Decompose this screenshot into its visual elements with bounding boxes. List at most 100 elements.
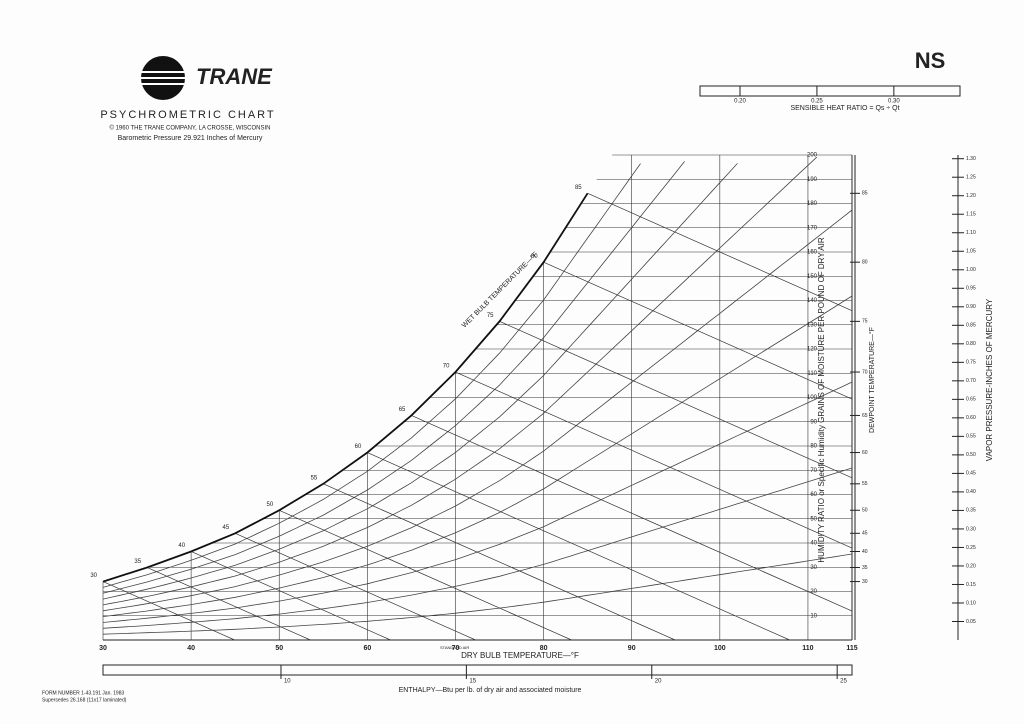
- shr-tick-label: 0.20: [734, 99, 746, 105]
- wet-bulb-tick-label: 80: [531, 254, 538, 260]
- dewpoint-tick-label: 60: [862, 450, 868, 456]
- y-tick-label: 20: [810, 589, 817, 595]
- dewpoint-tick-label: 50: [862, 508, 868, 514]
- subtitle: Barometric Pressure 29.921 Inches of Mer…: [118, 135, 263, 142]
- wet-bulb-tick-label: 45: [222, 525, 229, 531]
- wet-bulb-line: [235, 532, 476, 641]
- enthalpy-label: ENTHALPY—Btu per lb. of dry air and asso…: [399, 687, 582, 694]
- y-tick-label: 150: [807, 274, 818, 280]
- y-axis-label: HUMIDITY RATIO or Specific Humidity GRAI…: [817, 237, 826, 562]
- saturation-curve: [102, 192, 589, 583]
- y2-tick-label: 0.35: [966, 508, 976, 514]
- y2-tick-label: 0.25: [966, 545, 976, 551]
- y2-tick-label: 0.55: [966, 434, 976, 440]
- dewpoint-tick-label: 40: [862, 549, 868, 555]
- wet-bulb-tick-label: 65: [399, 407, 406, 413]
- dewpoint-tick-label: 65: [862, 413, 868, 419]
- y2-tick-label: 0.30: [966, 526, 976, 532]
- wet-bulb-tick-label: 40: [178, 543, 185, 549]
- x-tick-label: 80: [540, 645, 548, 652]
- rh-curve: [102, 295, 853, 617]
- wet-bulb-line: [543, 261, 853, 400]
- y-tick-label: 10: [810, 613, 817, 619]
- y2-tick-label: 0.65: [966, 397, 976, 403]
- shr-scale-frame: [699, 85, 961, 97]
- dewpoint-tick-label: 35: [862, 565, 868, 571]
- y2-tick-label: 0.95: [966, 286, 976, 292]
- shr-label: SENSIBLE HEAT RATIO = Qs ÷ Qt: [790, 105, 899, 112]
- wet-bulb-line: [499, 321, 853, 479]
- y2-tick-label: 0.60: [966, 415, 976, 421]
- y2-tick-label: 1.05: [966, 249, 976, 255]
- y-tick-label: 190: [807, 177, 818, 183]
- x-tick-label: 50: [275, 645, 283, 652]
- standard-air: STANDARD AIR: [440, 645, 469, 650]
- y2-tick-label: 0.90: [966, 304, 976, 310]
- y-tick-label: 180: [807, 201, 818, 207]
- x-axis-label: DRY BULB TEMPERATURE—°F: [461, 651, 579, 660]
- wet-bulb-line: [455, 371, 853, 549]
- dewpoint-tick-label: 80: [862, 260, 868, 266]
- y-tick-label: 110: [807, 371, 817, 377]
- enthalpy-tick-label: 15: [469, 679, 476, 685]
- dewpoint-tick-label: 55: [862, 481, 868, 487]
- y2-tick-label: 0.50: [966, 452, 976, 458]
- y-tick-label: 50: [810, 516, 817, 522]
- brand: TRANE: [196, 64, 273, 89]
- y-tick-label: 140: [807, 298, 818, 304]
- x-tick-label: 110: [802, 645, 813, 652]
- dewpoint-label: DEWPOINT TEMPERATURE—°F: [868, 327, 876, 433]
- wet-bulb-tick-label: 85: [575, 185, 582, 191]
- wet-bulb-tick-label: 30: [90, 573, 97, 579]
- y2-tick-label: 1.20: [966, 193, 976, 199]
- y2-tick-label: 0.15: [966, 582, 976, 588]
- y-tick-label: 60: [810, 492, 817, 498]
- y2-tick-label: 0.10: [966, 600, 976, 606]
- y2-tick-label: 1.25: [966, 175, 976, 181]
- y2-tick-label: 0.40: [966, 489, 976, 495]
- y2-tick-label: 0.45: [966, 471, 976, 477]
- rh-curve: [102, 467, 853, 629]
- shr-tick-label: 0.25: [811, 99, 823, 105]
- wet-bulb-tick-label: 55: [311, 475, 318, 481]
- x-tick-label: 100: [714, 645, 726, 652]
- wet-bulb-tick-label: 70: [443, 364, 450, 370]
- wet-bulb-line: [102, 581, 235, 641]
- y-tick-label: 170: [807, 225, 818, 231]
- wet-bulb-line: [146, 567, 311, 641]
- wet-bulb-line: [323, 483, 676, 641]
- y-tick-label: 30: [810, 565, 817, 571]
- y-tick-label: 90: [810, 419, 817, 425]
- y-tick-label: 200: [807, 153, 818, 159]
- supersedes: Supersedes 26.168 (11x17 laminated): [42, 697, 127, 703]
- y2-tick-label: 1.00: [966, 267, 976, 273]
- enthalpy-scale-frame: [102, 664, 853, 676]
- y2-tick-label: 0.70: [966, 378, 976, 384]
- x-tick-label: 90: [628, 645, 636, 652]
- y2-tick-label: 1.30: [966, 156, 976, 162]
- handwritten-note: NS: [915, 48, 946, 73]
- y-tick-label: 40: [810, 541, 817, 547]
- chart-title: PSYCHROMETRIC CHART: [100, 109, 275, 121]
- rh-curve: [102, 553, 853, 635]
- enthalpy-tick-label: 25: [840, 679, 847, 685]
- y-tick-label: 100: [807, 395, 818, 401]
- wet-bulb-line: [279, 509, 572, 641]
- wet-bulb-line: [190, 551, 391, 641]
- dewpoint-tick-label: 30: [862, 579, 868, 585]
- enthalpy-tick-label: 20: [655, 679, 662, 685]
- y-tick-label: 130: [807, 322, 818, 328]
- y2-tick-label: 0.75: [966, 360, 976, 366]
- wet-bulb-line: [411, 415, 853, 612]
- y-tick-label: 120: [807, 347, 818, 353]
- dewpoint-tick-label: 85: [862, 191, 868, 197]
- enthalpy-tick-label: 10: [284, 679, 291, 685]
- wet-bulb-tick-label: 60: [355, 444, 362, 450]
- dewpoint-tick-label: 70: [862, 369, 868, 375]
- x-tick-label: 70: [452, 645, 460, 652]
- y2-axis-label: VAPOR PRESSURE-INCHES OF MERCURY: [985, 298, 994, 461]
- rh-curve: [102, 209, 853, 612]
- wet-bulb-tick-label: 50: [267, 502, 274, 508]
- rh-curve: [102, 163, 641, 588]
